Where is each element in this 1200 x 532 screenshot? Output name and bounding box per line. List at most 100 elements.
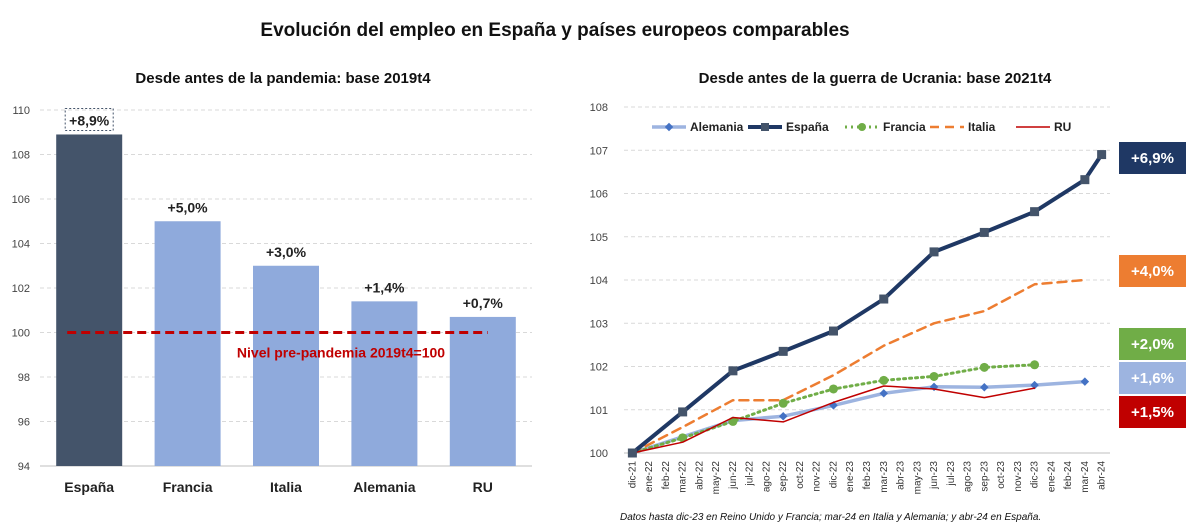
point-espana	[979, 227, 989, 237]
y-tick-label: 94	[18, 461, 30, 473]
y-tick-label: 110	[12, 105, 30, 117]
y-tick-label: 96	[18, 417, 30, 429]
legend-label-italia: Italia	[968, 120, 996, 134]
x-tick-label: oct-23	[996, 461, 1007, 489]
category-label: Italia	[270, 479, 302, 495]
point-francia	[979, 362, 989, 372]
x-tick-label: mar-24	[1080, 461, 1091, 493]
series-line-espana	[630, 152, 1104, 455]
bar-3	[351, 301, 418, 466]
x-tick-label: ago-22	[761, 461, 772, 493]
point-espana	[1030, 207, 1040, 217]
y-tick-label: 106	[590, 189, 608, 201]
y-tick-label: 102	[12, 283, 30, 295]
x-tick-label: abr-24	[1097, 461, 1108, 490]
y-tick-label: 103	[590, 318, 608, 330]
x-tick-label: nov-23	[1013, 461, 1024, 492]
x-tick-label: mar-23	[879, 461, 890, 493]
x-tick-label: ene-22	[644, 461, 655, 493]
y-tick-label: 105	[590, 232, 608, 244]
point-francia	[778, 398, 788, 408]
series-line-ru	[631, 385, 1036, 454]
x-tick-label: nov-22	[812, 461, 823, 492]
point-francia	[678, 433, 688, 443]
category-label: RU	[473, 479, 493, 495]
left-chart-title: Desde antes de la pandemia: base 2019t4	[135, 70, 431, 87]
point-espana	[728, 366, 738, 376]
y-tick-label: 108	[12, 150, 30, 162]
badge-espana: +6,9%	[1119, 142, 1186, 174]
bar-data-label: +1,4%	[364, 279, 405, 295]
bar-4	[449, 316, 516, 466]
badge-ru: +1,5%	[1119, 396, 1186, 428]
category-label: Francia	[163, 479, 213, 495]
x-tick-label: oct-22	[795, 461, 806, 489]
y-tick-label: 101	[590, 405, 608, 417]
point-espana	[929, 247, 939, 257]
y-tick-label: 102	[590, 362, 608, 374]
category-label: España	[64, 479, 114, 495]
x-tick-label: dic-22	[828, 461, 839, 489]
bar-data-label: +3,0%	[266, 244, 307, 260]
main-title: Evolución del empleo en España y países …	[260, 20, 850, 41]
legend-marker	[858, 123, 866, 131]
x-tick-label: may-22	[711, 461, 722, 495]
right-chart-title: Desde antes de la guerra de Ucrania: bas…	[698, 70, 1052, 87]
x-tick-label: sep-23	[979, 461, 990, 492]
point-espana	[678, 407, 688, 417]
category-label: Alemania	[353, 479, 415, 495]
point-alemania	[1080, 377, 1090, 386]
legend-label-alemania: Alemania	[690, 120, 744, 134]
point-espana	[1097, 150, 1107, 160]
badge-alemania: +1,6%	[1119, 362, 1186, 394]
legend-label-francia: Francia	[883, 120, 926, 134]
badge-francia: +2,0%	[1119, 328, 1186, 360]
legend-marker	[761, 123, 769, 131]
bar-chart: 94 96 98 100 102 104 106 108 110 +8,9% España +5,0%…	[12, 105, 532, 495]
point-francia	[828, 384, 838, 394]
y-tick-label: 108	[590, 102, 608, 114]
x-tick-label: feb-24	[1063, 461, 1074, 490]
y-tick-label: 107	[590, 145, 608, 157]
point-alemania	[1030, 380, 1039, 390]
legend-label-ru: RU	[1054, 120, 1071, 134]
bar-1	[154, 221, 221, 466]
x-tick-label: jul-23	[946, 461, 957, 487]
point-alemania	[980, 383, 989, 392]
x-tick-label: sep-22	[778, 461, 789, 492]
x-tick-label: jun-23	[929, 461, 940, 490]
y-tick-label: 100	[12, 328, 30, 340]
point-espana	[828, 326, 838, 336]
series-line-italia	[631, 278, 1087, 455]
y-tick-label: 100	[590, 448, 608, 460]
point-francia	[1030, 360, 1040, 370]
y-tick-label: 98	[18, 372, 30, 384]
point-espana	[627, 448, 637, 458]
x-tick-label: jul-22	[745, 461, 756, 487]
bar-data-label: +0,7%	[463, 295, 504, 311]
y-tick-label: 104	[590, 275, 608, 287]
point-espana	[778, 346, 788, 356]
x-tick-label: dic-21	[627, 461, 638, 489]
x-tick-label: ene-24	[1046, 461, 1057, 493]
point-alemania	[778, 411, 788, 421]
x-tick-label: ago-23	[963, 461, 974, 493]
legend-label-espana: España	[786, 120, 829, 134]
x-tick-label: jun-22	[728, 461, 739, 490]
x-tick-label: abr-23	[896, 461, 907, 490]
x-tick-label: abr-22	[694, 461, 705, 490]
point-francia	[929, 371, 939, 381]
point-espana	[1080, 175, 1090, 185]
x-tick-label: ene-23	[845, 461, 856, 493]
reference-line-label: Nivel pre-pandemia 2019t4=100	[237, 345, 445, 361]
point-alemania	[879, 389, 889, 398]
x-tick-label: feb-22	[661, 461, 672, 490]
badge-italia: +4,0%	[1119, 255, 1186, 287]
x-tick-label: mar-22	[678, 461, 689, 493]
bar-data-label: +5,0%	[168, 199, 209, 215]
x-tick-label: dic-23	[1030, 461, 1041, 489]
bar-0	[56, 134, 123, 466]
y-tick-label: 104	[12, 239, 30, 251]
point-francia	[879, 375, 889, 385]
